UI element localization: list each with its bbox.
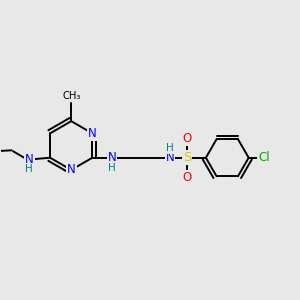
Text: Cl: Cl <box>258 151 270 164</box>
Text: H: H <box>166 143 174 153</box>
Text: N: N <box>67 164 76 176</box>
Text: N: N <box>88 127 97 140</box>
Text: N: N <box>25 153 34 166</box>
Text: O: O <box>182 170 192 184</box>
Text: O: O <box>182 132 192 145</box>
Text: S: S <box>183 151 191 164</box>
Text: CH₃: CH₃ <box>62 91 80 101</box>
Text: N: N <box>108 151 116 164</box>
Text: H: H <box>108 163 116 172</box>
Text: N: N <box>166 151 174 164</box>
Text: H: H <box>26 164 33 174</box>
